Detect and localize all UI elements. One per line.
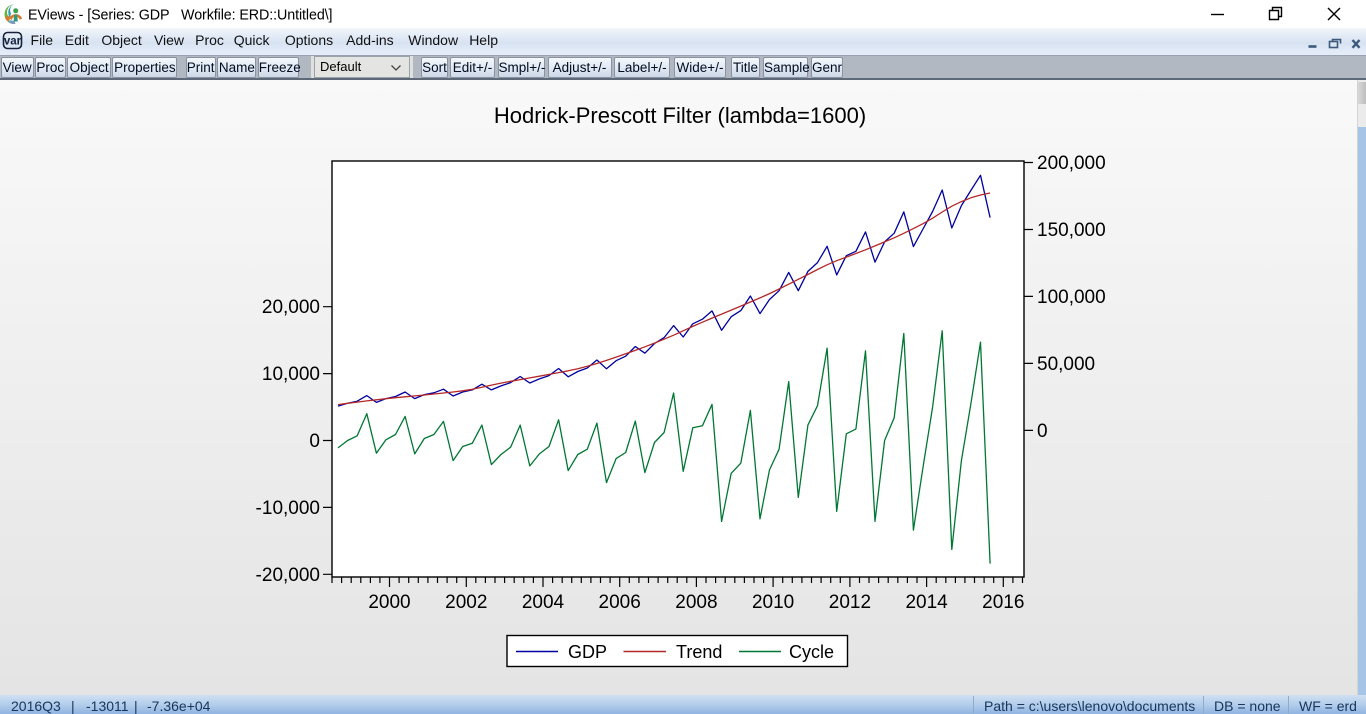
svg-text:2008: 2008 — [675, 592, 717, 613]
svg-text:100,000: 100,000 — [1037, 287, 1106, 308]
svg-text:150,000: 150,000 — [1037, 220, 1106, 241]
svg-text:2006: 2006 — [599, 592, 641, 613]
svg-text:200,000: 200,000 — [1037, 153, 1106, 174]
svg-text:GDP: GDP — [568, 642, 607, 662]
svg-text:20,000: 20,000 — [262, 297, 320, 318]
svg-text:0: 0 — [1037, 421, 1048, 442]
svg-text:2004: 2004 — [522, 592, 565, 613]
svg-text:2016: 2016 — [982, 592, 1024, 613]
svg-text:Cycle: Cycle — [789, 642, 834, 662]
svg-text:EViews - [Series: GDP Workfi: EViews - [Series: GDP Workfile: ERD::Unt… — [28, 8, 332, 24]
svg-text:10,000: 10,000 — [262, 364, 320, 385]
svg-text:-20,000: -20,000 — [256, 565, 320, 586]
svg-text:50,000: 50,000 — [1037, 354, 1095, 375]
svg-text:2010: 2010 — [752, 592, 794, 613]
svg-text:Trend: Trend — [676, 642, 722, 662]
svg-text:2000: 2000 — [368, 592, 410, 613]
svg-text:Hodrick-Prescott Filter (lambd: Hodrick-Prescott Filter (lambda=1600) — [494, 103, 866, 128]
svg-text:2012: 2012 — [829, 592, 871, 613]
svg-text:2014: 2014 — [905, 592, 948, 613]
svg-text:0: 0 — [309, 431, 320, 452]
svg-text:var: var — [4, 36, 22, 48]
svg-text:2002: 2002 — [445, 592, 487, 613]
svg-text:-10,000: -10,000 — [256, 498, 320, 519]
